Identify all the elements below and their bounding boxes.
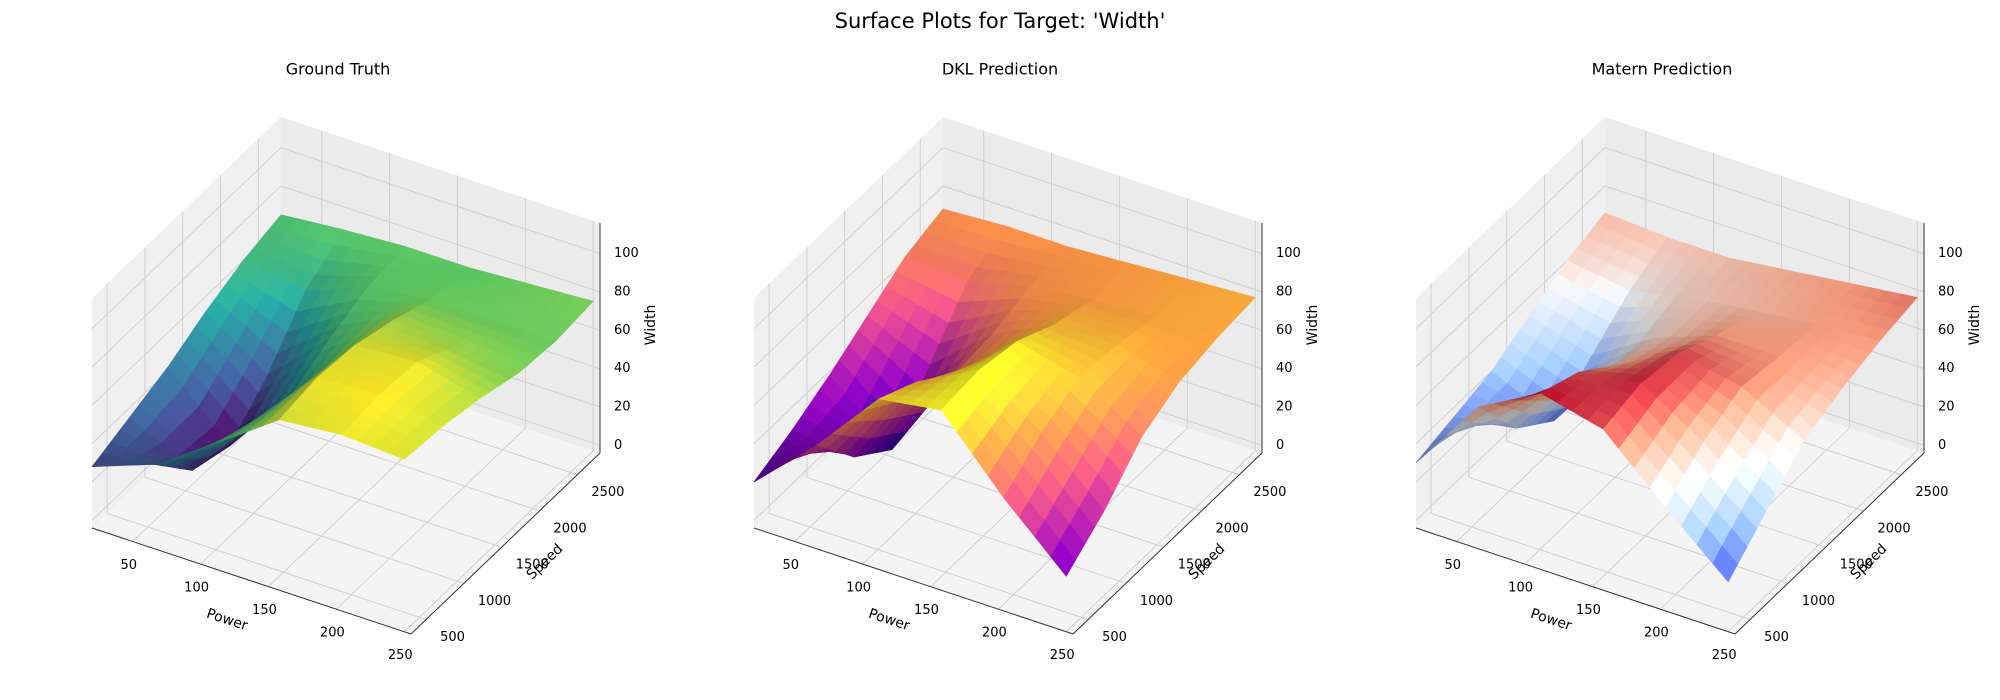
y-tick-label: 2500 [1253,485,1286,500]
x-tick-label: 200 [320,626,345,641]
grid-line [753,147,944,330]
subplot: 50 100 150 200 250 500 1000 1500 2000 2500 0 20 40 60… [753,60,1321,663]
z-tick-label: 20 [1938,400,1955,415]
x-tick-label: 250 [388,648,413,663]
x-tick-label: 250 [1712,648,1737,663]
y-tick-label: 1500 [1840,558,1873,573]
grid-line [1604,185,1925,293]
grid-line [1065,450,1256,633]
z-axis-label: Width [643,305,659,346]
y-tick-label: 2000 [554,521,587,536]
x-tick-label: 50 [782,558,799,573]
x-axis-label: Power [204,606,249,634]
x-axis-label: Power [1528,606,1573,634]
y-tick-label: 2500 [591,485,624,500]
y-axis [1072,452,1263,635]
z-tick-label: 80 [1938,285,1955,300]
surface-patch [1712,545,1739,583]
z-tick-label: 40 [1276,361,1293,376]
subplot-title: Matern Prediction [1592,60,1733,79]
z-tick-label: 20 [614,400,631,415]
grid-line [106,513,427,620]
z-axis-label: Width [1305,305,1321,346]
z-tick-label: 80 [1276,285,1293,300]
grid-line [942,147,1263,255]
z-tick-label: 40 [614,361,631,376]
y-tick-label: 1500 [516,558,549,573]
x-tick-label: 150 [1576,603,1601,618]
grid-line [806,476,1127,584]
grid-line [1430,513,1751,620]
y-tick-label: 1000 [1140,594,1173,609]
surface-patch [1050,539,1077,577]
x-tick-label: 200 [1644,626,1669,641]
y-tick-label: 500 [1102,630,1127,645]
z-tick-label: 20 [1276,400,1293,415]
x-tick-label: 100 [184,581,209,596]
subplot-title: Ground Truth [286,60,391,79]
grid-line [280,147,601,255]
subplot: 50 100 150 200 250 500 1000 1500 2000 2500 0 20 40 60… [91,60,659,663]
x-axis [753,527,1074,635]
x-tick-label: 50 [120,558,137,573]
grid-line [335,427,526,610]
y-tick-label: 500 [440,630,465,645]
z-axis-label: Width [1967,305,1983,346]
grid-line [1415,147,1606,330]
y-tick-label: 2000 [1878,521,1911,536]
x-tick-label: 50 [1444,558,1461,573]
y-tick-label: 1000 [1802,594,1835,609]
subplot: 50 100 150 200 250 500 1000 1500 2000 2500 0 20 40 60… [1415,60,1983,663]
z-tick-label: 100 [1276,246,1301,261]
subplot-title: DKL Prediction [942,60,1058,79]
x-axis [91,527,412,635]
x-axis-label: Power [866,606,911,634]
grid-line [768,513,1089,620]
z-tick-label: 0 [614,438,622,453]
grid-line [144,476,465,584]
z-tick-label: 80 [614,285,631,300]
grid-line [753,185,944,368]
grid-line [220,404,540,512]
x-tick-label: 250 [1050,648,1075,663]
surface-patch [388,444,415,460]
y-tick-label: 1000 [478,594,511,609]
grid-line [1727,450,1918,633]
z-tick-label: 0 [1938,438,1946,453]
z-tick-label: 100 [614,246,639,261]
x-tick-label: 150 [252,603,277,618]
x-axis [1415,527,1736,635]
y-tick-label: 500 [1764,630,1789,645]
z-tick-label: 60 [1276,323,1293,338]
grid-line [91,185,282,368]
z-tick-label: 60 [1938,323,1955,338]
y-axis [1734,452,1925,635]
y-tick-label: 2500 [1915,485,1948,500]
x-tick-label: 100 [1508,581,1533,596]
grid-line [182,440,502,548]
z-tick-label: 0 [1276,438,1284,453]
grid-line [280,185,601,293]
z-tick-label: 100 [1938,246,1963,261]
grid-line [1604,147,1925,255]
grid-line [403,450,594,633]
y-tick-label: 2000 [1216,521,1249,536]
figure-title: Surface Plots for Target: 'Width' [835,9,1166,33]
grid-line [942,185,1263,293]
z-tick-label: 60 [614,323,631,338]
x-tick-label: 150 [914,603,939,618]
y-axis [410,452,601,635]
grid-line [1415,185,1606,368]
grid-line [91,147,282,330]
y-tick-label: 1500 [1178,558,1211,573]
x-tick-label: 200 [982,626,1007,641]
z-tick-label: 40 [1938,361,1955,376]
x-tick-label: 100 [846,581,871,596]
